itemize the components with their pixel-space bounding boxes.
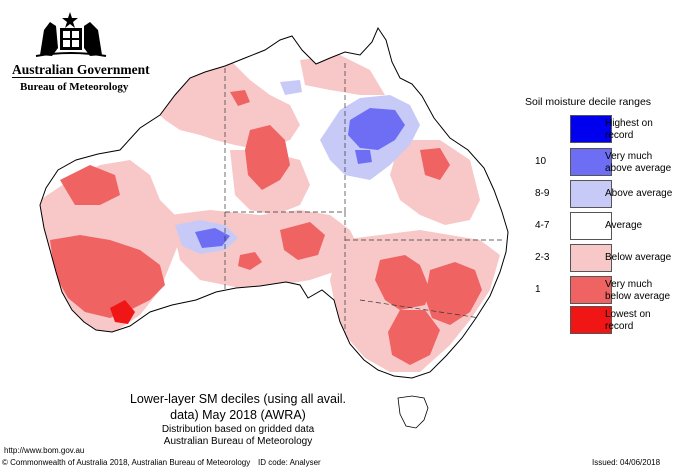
- legend-label: Highest on record: [605, 118, 653, 141]
- id-code-text: ID code: Analyser: [258, 458, 321, 467]
- legend-swatch: [570, 212, 612, 240]
- legend-range: 2-3: [535, 252, 550, 263]
- legend-item-above: 8-9 Above average: [535, 180, 675, 208]
- map-caption-title: Lower-layer SM deciles (using all avail.…: [129, 392, 347, 422]
- government-name: Australian Government: [12, 62, 150, 77]
- legend-swatch: [570, 244, 612, 272]
- legend-swatch: [570, 306, 612, 334]
- legend-swatch: [570, 148, 612, 176]
- map-caption-subtitle: Distribution based on gridded data Austra…: [161, 424, 315, 447]
- copyright-text: © Commonwealth of Australia 2018, Austra…: [2, 458, 251, 467]
- agency-name: Bureau of Meteorology: [20, 81, 129, 93]
- legend-label: Very much above average: [605, 151, 672, 174]
- legend-label: Average: [605, 220, 643, 231]
- legend-item-lowest: Lowest on record: [545, 306, 675, 334]
- legend-swatch: [570, 180, 612, 208]
- legend-title: Soil moisture decile ranges: [525, 96, 652, 108]
- legend-swatch: [570, 276, 612, 304]
- commonwealth-coat-of-arms-icon: [35, 12, 107, 57]
- legend-range: 4-7: [535, 220, 550, 231]
- legend-item-average: 4-7 Average: [535, 212, 675, 240]
- legend-item-below: 2-3 Below average: [535, 244, 675, 272]
- legend-label: Very much below average: [605, 279, 671, 302]
- legend-label: Above average: [605, 188, 673, 199]
- header-divider: [12, 77, 130, 78]
- legend-label: Lowest on record: [605, 309, 651, 332]
- legend-item-very-much-below: 1 Very much below average: [535, 276, 675, 304]
- legend-range: 8-9: [535, 188, 550, 199]
- legend-item-very-much-above: 10 Very much above average: [535, 148, 675, 176]
- legend-swatch: [570, 115, 612, 143]
- legend-label: Below average: [605, 252, 672, 263]
- issued-date-text: Issued: 04/06/2018: [592, 458, 661, 467]
- legend-range: 1: [535, 284, 541, 295]
- legend-range: 10: [535, 156, 547, 167]
- bom-url-link[interactable]: http://www.bom.gov.au: [4, 446, 85, 455]
- legend-item-highest: Highest on record: [545, 115, 675, 143]
